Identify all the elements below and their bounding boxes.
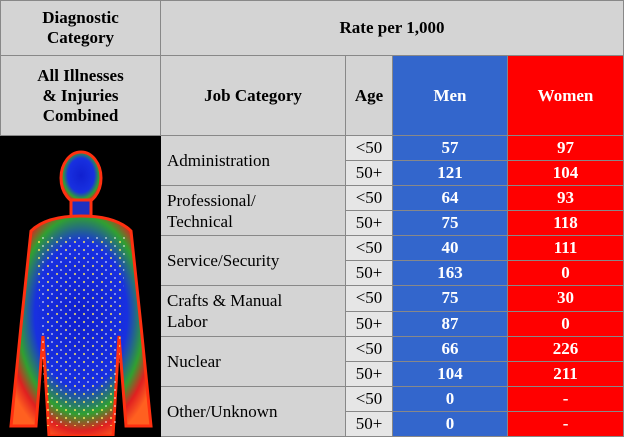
job-category: Professional/ Technical — [161, 186, 346, 236]
men-rate: 75 — [393, 211, 508, 236]
age: <50 — [346, 336, 393, 361]
women-rate: 211 — [508, 361, 624, 386]
body-image — [1, 136, 161, 436]
men-rate: 0 — [393, 386, 508, 411]
diagnostic-value: All Illnesses & Injuries Combined — [1, 56, 161, 136]
job-category: Other/Unknown — [161, 386, 346, 436]
age: <50 — [346, 186, 393, 211]
age: 50+ — [346, 161, 393, 186]
age: <50 — [346, 286, 393, 311]
women-rate: 30 — [508, 286, 624, 311]
women-rate: 226 — [508, 336, 624, 361]
page: Diagnostic Category Rate per 1,000 All I… — [0, 0, 639, 441]
women-rate: 104 — [508, 161, 624, 186]
women-rate: 0 — [508, 311, 624, 336]
men-rate: 57 — [393, 136, 508, 161]
women-rate: 111 — [508, 236, 624, 261]
women-rate: 118 — [508, 211, 624, 236]
women-rate: 97 — [508, 136, 624, 161]
men-rate: 40 — [393, 236, 508, 261]
age-label: Age — [346, 56, 393, 136]
men-rate: 66 — [393, 336, 508, 361]
age: <50 — [346, 386, 393, 411]
age: 50+ — [346, 311, 393, 336]
age: <50 — [346, 236, 393, 261]
men-rate: 64 — [393, 186, 508, 211]
men-rate: 104 — [393, 361, 508, 386]
job-label: Job Category — [161, 56, 346, 136]
men-rate: 163 — [393, 261, 508, 286]
women-label: Women — [508, 56, 624, 136]
job-category: Nuclear — [161, 336, 346, 386]
age: 50+ — [346, 361, 393, 386]
rate-label: Rate per 1,000 — [161, 1, 624, 56]
header-row: Diagnostic Category Rate per 1,000 — [1, 1, 624, 56]
age: 50+ — [346, 261, 393, 286]
subheader-row: All Illnesses & Injuries Combined Job Ca… — [1, 56, 624, 136]
table-body: Diagnostic Category Rate per 1,000 All I… — [1, 1, 624, 437]
men-rate: 75 — [393, 286, 508, 311]
women-rate: - — [508, 412, 624, 437]
women-rate: 93 — [508, 186, 624, 211]
job-category: Service/Security — [161, 236, 346, 286]
age: 50+ — [346, 211, 393, 236]
job-category: Administration — [161, 136, 346, 186]
diagnostic-label: Diagnostic Category — [1, 1, 161, 56]
men-rate: 121 — [393, 161, 508, 186]
image-cell — [1, 136, 161, 437]
women-rate: - — [508, 386, 624, 411]
women-rate: 0 — [508, 261, 624, 286]
men-label: Men — [393, 56, 508, 136]
job-category: Crafts & Manual Labor — [161, 286, 346, 336]
men-rate: 0 — [393, 412, 508, 437]
men-rate: 87 — [393, 311, 508, 336]
age: 50+ — [346, 412, 393, 437]
age: <50 — [346, 136, 393, 161]
rate-table: Diagnostic Category Rate per 1,000 All I… — [0, 0, 624, 437]
